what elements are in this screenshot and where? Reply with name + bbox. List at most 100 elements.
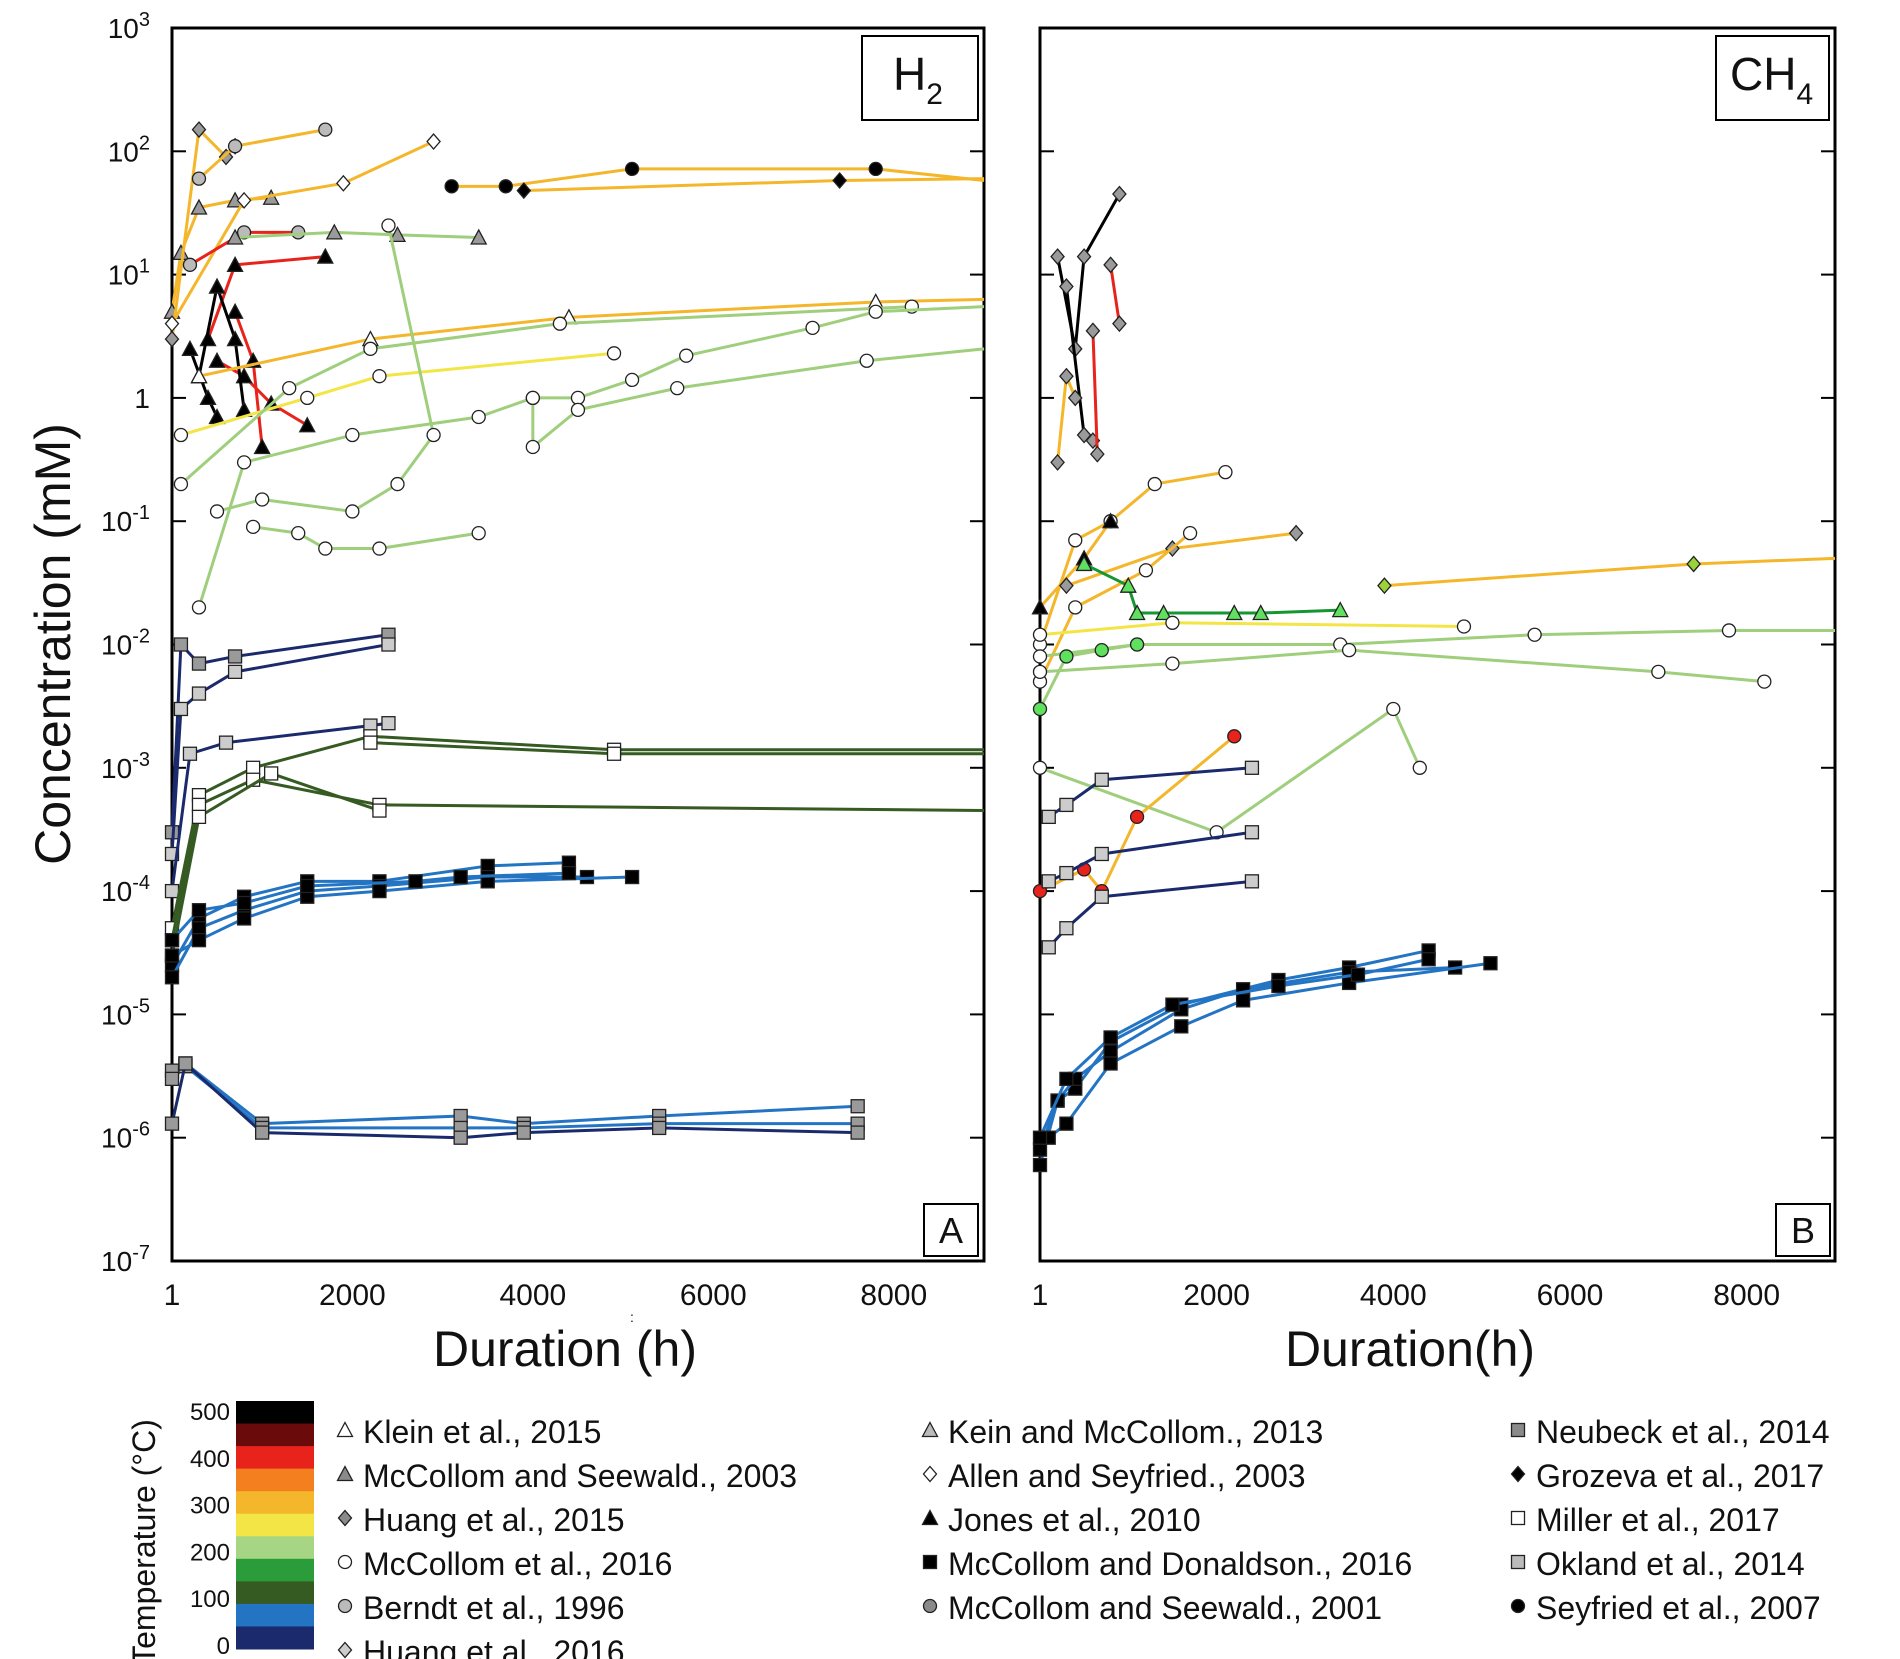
data-point bbox=[191, 933, 207, 948]
data-point bbox=[1075, 555, 1093, 572]
legend-marker bbox=[1510, 1598, 1526, 1614]
data-point bbox=[516, 1125, 531, 1140]
y-tick-label-base: 10 bbox=[108, 260, 139, 291]
y-tick-label-base: 10 bbox=[101, 1123, 132, 1154]
data-point bbox=[1094, 772, 1109, 787]
colorbar-tick-label: 100 bbox=[190, 1586, 230, 1613]
y-axis-title: Concentration (mM) bbox=[25, 423, 81, 865]
legend-item: McCollom and Seewald., 2001 bbox=[922, 1590, 1382, 1626]
series-14 bbox=[1032, 701, 1427, 840]
data-point bbox=[1165, 656, 1180, 671]
data-point bbox=[426, 133, 441, 151]
y-tick-label-exponent: -5 bbox=[132, 995, 150, 1017]
data-point bbox=[1059, 278, 1074, 296]
data-point bbox=[859, 353, 874, 368]
y-tick-label: 102 bbox=[108, 132, 150, 167]
data-point bbox=[191, 121, 207, 139]
data-point bbox=[1041, 940, 1056, 955]
series-line bbox=[234, 230, 479, 239]
legend-item: Allen and Seyfried., 2003 bbox=[922, 1458, 1306, 1494]
data-point bbox=[1059, 921, 1074, 936]
legend: Klein et al., 2015 McCollom and Seewald.,… bbox=[336, 1414, 1830, 1659]
data-point bbox=[227, 139, 243, 154]
data-point bbox=[1377, 577, 1392, 595]
data-point bbox=[282, 380, 297, 396]
data-point bbox=[178, 1056, 193, 1071]
series-4 bbox=[1050, 367, 1083, 471]
series-line bbox=[531, 347, 985, 449]
series-22 bbox=[164, 716, 396, 899]
data-point bbox=[208, 351, 226, 368]
data-point bbox=[570, 402, 586, 417]
panel-a-label: A bbox=[939, 1210, 963, 1251]
colorbar-title: Temperature (°C) bbox=[126, 1419, 162, 1659]
data-point bbox=[164, 970, 180, 985]
legend-marker bbox=[1510, 1554, 1526, 1570]
y-tick-label-base: 10 bbox=[101, 1246, 132, 1277]
series-11 bbox=[181, 339, 226, 425]
series-3 bbox=[164, 133, 441, 333]
data-point bbox=[1244, 874, 1260, 889]
data-point bbox=[1032, 1157, 1048, 1173]
colorbar-tick-label: 300 bbox=[190, 1493, 230, 1520]
legend-marker bbox=[1510, 1422, 1526, 1438]
colorbar-band bbox=[236, 1626, 314, 1650]
data-point bbox=[832, 171, 847, 189]
data-point bbox=[1076, 248, 1092, 266]
data-point bbox=[1059, 865, 1074, 881]
series-1 bbox=[1059, 278, 1101, 450]
series-line bbox=[1048, 830, 1253, 883]
data-point bbox=[525, 439, 540, 455]
data-point bbox=[227, 664, 243, 680]
data-point bbox=[1341, 642, 1357, 658]
legend-item: Huang et al., 2016 bbox=[337, 1634, 625, 1659]
panel-a-frame bbox=[170, 26, 986, 1263]
data-point bbox=[453, 1130, 468, 1145]
data-point bbox=[1128, 604, 1146, 621]
data-point bbox=[1103, 1030, 1118, 1045]
series-line bbox=[1038, 532, 1192, 683]
series-line bbox=[1056, 193, 1121, 351]
series-22 bbox=[1041, 956, 1498, 1145]
data-point bbox=[164, 1071, 180, 1087]
y-tick-label-exponent: -2 bbox=[132, 626, 150, 648]
data-point bbox=[453, 1108, 468, 1124]
series-30 bbox=[164, 865, 577, 948]
panel-a-series bbox=[163, 121, 985, 1145]
data-point bbox=[624, 161, 640, 177]
data-point bbox=[1155, 604, 1173, 621]
y-tick-label-base: 10 bbox=[101, 999, 132, 1030]
data-point bbox=[679, 348, 694, 363]
y-tick-label-exponent: 2 bbox=[139, 132, 150, 154]
data-point bbox=[1094, 846, 1109, 862]
colorbar-band bbox=[236, 1491, 314, 1515]
y-tick-label-exponent: -6 bbox=[132, 1119, 150, 1141]
y-tick-label: 10-4 bbox=[101, 872, 150, 907]
colorbar-bands bbox=[236, 1401, 314, 1650]
data-point bbox=[191, 171, 207, 186]
legend-label: McCollom et al., 2016 bbox=[363, 1546, 672, 1582]
data-point bbox=[190, 367, 208, 384]
temperature-colorbar: 500 400 300 200 100 0 Temperature (°C) bbox=[126, 1399, 314, 1659]
panel-a-title-box bbox=[861, 35, 979, 121]
legend-marker bbox=[336, 1421, 354, 1438]
data-point bbox=[624, 869, 640, 885]
data-point bbox=[381, 637, 396, 652]
data-point bbox=[254, 1125, 270, 1140]
colorbar-band bbox=[236, 1401, 314, 1425]
panel-b-title: CH4 bbox=[1730, 48, 1813, 111]
series-line bbox=[197, 285, 246, 411]
legend-item: Seyfried et al., 2007 bbox=[1510, 1590, 1821, 1626]
legend-item: McCollom and Seewald., 2003 bbox=[336, 1458, 797, 1494]
legend-item: McCollom et al., 2016 bbox=[337, 1546, 672, 1582]
colorbar-band bbox=[236, 1536, 314, 1560]
data-point bbox=[363, 735, 378, 750]
panel-a-title: H2 bbox=[893, 48, 943, 111]
data-point bbox=[372, 883, 387, 899]
legend-label: Neubeck et al., 2014 bbox=[1536, 1414, 1830, 1450]
data-point bbox=[1527, 627, 1542, 642]
legend-item: Klein et al., 2015 bbox=[336, 1414, 601, 1450]
series-21 bbox=[164, 637, 396, 862]
y-tick-label-exponent: -1 bbox=[132, 502, 150, 524]
y-tick-label-base: 10 bbox=[108, 136, 139, 167]
